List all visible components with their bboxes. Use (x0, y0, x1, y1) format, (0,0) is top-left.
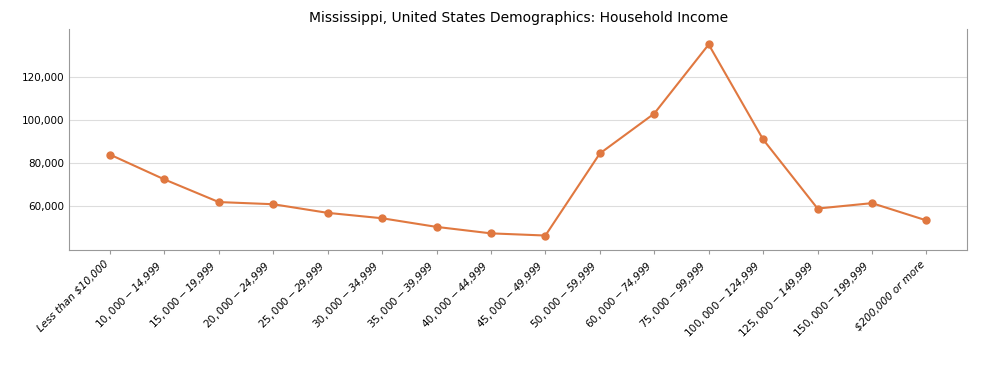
Title: Mississippi, United States Demographics: Household Income: Mississippi, United States Demographics:… (309, 11, 727, 25)
